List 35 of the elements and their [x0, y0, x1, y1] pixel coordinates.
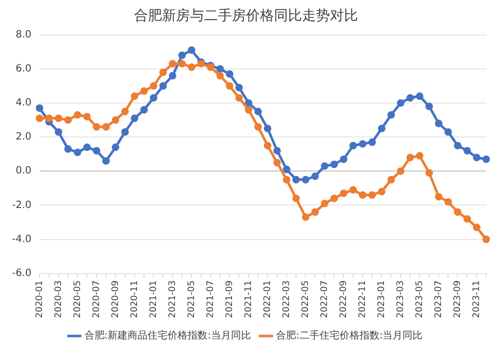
- y-tick-label: -6.0: [12, 268, 32, 279]
- x-tick-label: 2023-05: [415, 280, 426, 318]
- x-tick-label: 2022-09: [338, 280, 349, 318]
- y-tick-label: 8.0: [16, 29, 32, 40]
- x-tick-label: 2023-03: [396, 280, 406, 318]
- x-tick-label: 2020-07: [92, 280, 102, 318]
- x-tick-label: 2020-05: [72, 280, 83, 318]
- y-tick-label: 2.0: [16, 132, 32, 143]
- x-tick-label: 2020-09: [110, 280, 121, 318]
- x-tick-label: 2023-01: [377, 280, 387, 318]
- y-tick-label: -2.0: [12, 200, 32, 211]
- x-tick-label: 2021-01: [148, 280, 159, 318]
- x-tick-label: 2022-03: [282, 280, 292, 318]
- legend-label: 合肥:新建商品住宅价格指数:当月同比: [84, 330, 252, 342]
- x-tick-label: 2021-09: [224, 280, 235, 318]
- x-tick-label: 2023-07: [434, 280, 444, 318]
- x-tick-label: 2021-03: [168, 280, 178, 318]
- chart-title: 合肥新房与二手房价格同比走势对比: [134, 8, 358, 24]
- x-tick-label: 2022-05: [300, 280, 311, 318]
- x-tick-label: 2022-11: [358, 280, 368, 318]
- x-tick-label: 2020-03: [54, 280, 64, 318]
- x-tick-label: 2023-11: [472, 280, 482, 318]
- y-tick-label: -4.0: [12, 234, 32, 245]
- y-tick-label: 6.0: [16, 63, 32, 74]
- x-tick-label: 2020-01: [34, 280, 45, 318]
- x-tick-label: 2022-01: [262, 280, 273, 318]
- x-tick-label: 2021-07: [206, 280, 216, 318]
- y-tick-label: 4.0: [16, 98, 32, 109]
- x-tick-label: 2020-11: [130, 280, 140, 318]
- x-tick-label: 2022-07: [320, 280, 330, 318]
- x-tick-label: 2021-11: [244, 280, 254, 318]
- y-tick-label: 0.0: [16, 166, 32, 177]
- legend-label: 合肥:二手住宅价格指数:当月同比: [276, 330, 423, 342]
- x-tick-label: 2021-05: [186, 280, 197, 318]
- x-tick-label: 2023-09: [453, 280, 464, 318]
